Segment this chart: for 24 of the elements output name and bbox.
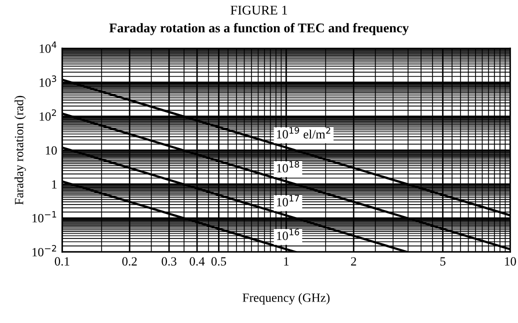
- y-tick-label: 10$^{−2}$: [32, 244, 56, 256]
- chart-subtitle: Faraday rotation as a function of TEC and frequency: [109, 23, 409, 36]
- x-tick-label: 0.1: [54, 257, 70, 266]
- y-tick-label: 10: [46, 146, 57, 155]
- x-axis-title: Frequency (GHz): [242, 293, 330, 305]
- x-tick-label: 0.4: [190, 257, 205, 266]
- x-tick-label: 10: [505, 257, 516, 266]
- x-tick-label: 0.2: [122, 257, 137, 266]
- x-tick-label: 1: [284, 257, 289, 266]
- series-label: 10$^{18}$: [277, 160, 300, 172]
- series-label: 10$^{16}$: [277, 228, 300, 240]
- y-tick-label: 10$^{−1}$: [32, 211, 56, 222]
- chart-title: FIGURE 1: [230, 6, 287, 15]
- x-tick-label: 5: [440, 257, 446, 266]
- y-tick-label: 10$^{3}$: [40, 75, 56, 87]
- y-tick-label: 1: [52, 180, 57, 188]
- y-tick-label: 10$^{4}$: [40, 42, 56, 53]
- series-label: 10$^{19}$ el/m$^{2}$: [277, 127, 330, 138]
- x-tick-label: 2: [351, 257, 356, 266]
- series-label: 10$^{17}$: [277, 195, 299, 206]
- x-tick-label: 0.5: [211, 257, 226, 266]
- y-tick-label: 10$^{2}$: [40, 109, 56, 121]
- y-axis-title: Faraday rotation (rad): [14, 96, 26, 205]
- x-tick-label: 0.3: [162, 257, 176, 266]
